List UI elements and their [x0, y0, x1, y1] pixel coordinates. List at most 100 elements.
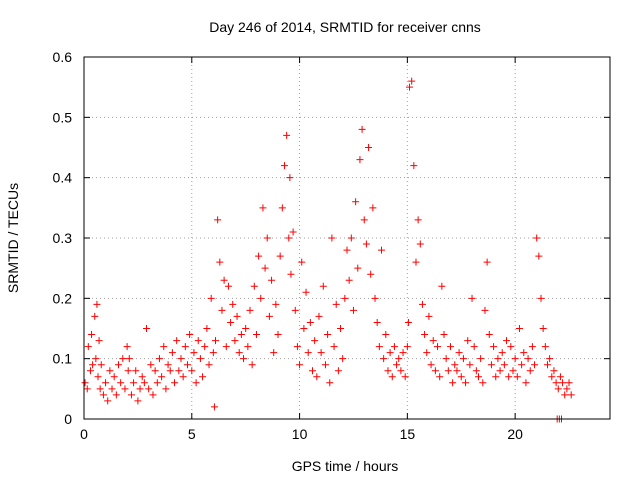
data-point [371, 294, 379, 302]
data-point [401, 373, 409, 381]
data-point [518, 361, 526, 369]
data-point [168, 349, 176, 357]
data-point [95, 337, 103, 345]
data-point [227, 318, 235, 326]
data-point [408, 77, 416, 85]
data-point [404, 318, 412, 326]
data-point [210, 403, 218, 411]
data-point [462, 379, 470, 387]
data-point [237, 331, 245, 339]
data-point [468, 294, 476, 302]
data-point [554, 385, 562, 393]
data-point [246, 306, 254, 314]
data-point [125, 355, 133, 363]
data-point [418, 300, 426, 308]
data-point [188, 367, 196, 375]
data-point [162, 385, 170, 393]
data-point [104, 397, 112, 405]
data-point [539, 325, 547, 332]
data-point [315, 312, 323, 320]
data-point [395, 355, 403, 363]
data-point [138, 373, 146, 381]
data-point [556, 373, 564, 381]
data-point [352, 198, 360, 206]
data-point [94, 373, 102, 381]
data-point [321, 361, 329, 369]
data-point [112, 391, 120, 399]
data-point [263, 234, 271, 242]
data-point [498, 349, 506, 357]
data-point [388, 373, 396, 381]
data-point [106, 367, 114, 375]
x-tick-label: 5 [188, 426, 196, 442]
data-point [220, 276, 228, 284]
data-point [306, 318, 314, 326]
data-point [382, 331, 390, 339]
data-point [429, 337, 437, 345]
data-point [121, 385, 129, 393]
data-point [358, 125, 366, 133]
data-point [505, 373, 513, 381]
data-point [328, 234, 336, 242]
data-point [479, 379, 487, 387]
data-point [326, 379, 334, 387]
data-point [175, 367, 183, 375]
data-point [347, 234, 355, 242]
data-point [390, 343, 398, 351]
y-tick-label: 0.3 [53, 230, 73, 246]
data-point [179, 373, 187, 381]
data-point [183, 361, 191, 369]
data-point [309, 367, 317, 375]
data-point [298, 258, 306, 266]
data-point [255, 252, 263, 260]
data-point [302, 288, 310, 296]
data-point [397, 367, 405, 375]
data-point [470, 343, 478, 351]
data-point [513, 373, 521, 381]
x-axis-label: GPS time / hours [292, 458, 399, 474]
data-point [244, 343, 252, 351]
data-point [153, 379, 161, 387]
data-point [449, 379, 457, 387]
data-point [177, 355, 185, 363]
data-point [533, 234, 541, 242]
data-point [286, 174, 294, 182]
data-point [194, 337, 202, 345]
data-point [332, 300, 340, 308]
y-tick-label: 0.1 [53, 351, 73, 367]
data-point [276, 252, 284, 260]
data-point [134, 397, 142, 405]
data-point [548, 373, 556, 381]
data-point [492, 373, 500, 381]
data-point [367, 270, 375, 278]
data-point [337, 325, 345, 332]
data-point [132, 367, 140, 375]
data-point [444, 367, 452, 375]
data-point [375, 343, 383, 351]
data-point [324, 331, 332, 339]
data-point [509, 367, 517, 375]
data-point [490, 343, 498, 351]
data-points [81, 77, 575, 423]
data-point [250, 282, 258, 290]
data-point [354, 264, 362, 272]
data-point [487, 361, 495, 369]
data-point [511, 355, 519, 363]
data-point [114, 361, 122, 369]
data-point [522, 379, 530, 387]
data-point [425, 312, 433, 320]
x-tick-label: 20 [507, 426, 523, 442]
data-point [149, 391, 157, 399]
data-point [541, 343, 549, 351]
data-point [280, 162, 288, 170]
data-point [304, 349, 312, 357]
data-point [285, 234, 293, 242]
data-point [343, 246, 351, 254]
data-point [365, 144, 373, 151]
y-tick-label: 0 [64, 411, 72, 427]
data-point [341, 294, 349, 302]
data-point [528, 343, 536, 351]
data-point [345, 276, 353, 284]
data-point [96, 385, 104, 393]
